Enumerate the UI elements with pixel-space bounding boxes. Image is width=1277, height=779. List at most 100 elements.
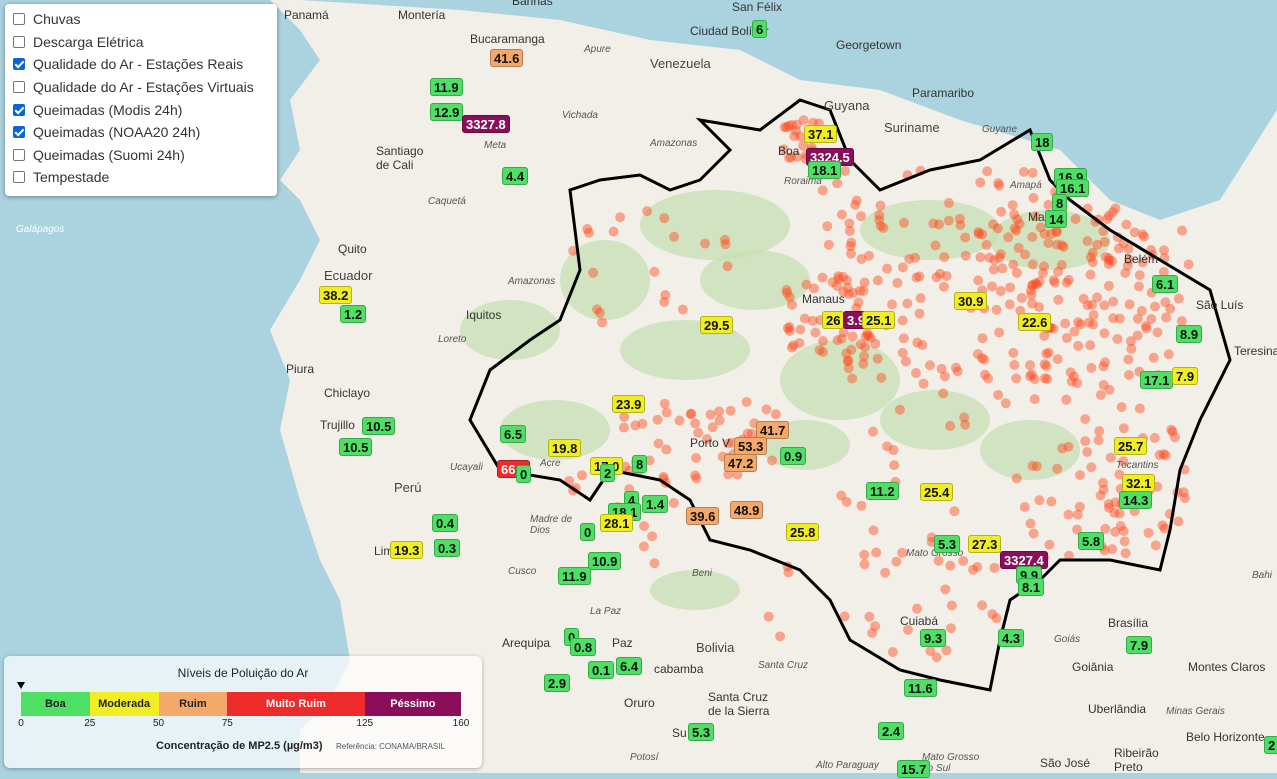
station-marker[interactable]: 0 — [516, 465, 532, 483]
station-marker[interactable]: 6.1 — [1152, 275, 1179, 293]
station-marker[interactable]: 2 — [1264, 736, 1277, 754]
station-marker[interactable]: 12.9 — [430, 103, 464, 121]
station-marker[interactable]: 0.8 — [570, 638, 597, 656]
station-marker[interactable]: 11.9 — [430, 78, 463, 96]
fire-hotspot — [994, 327, 1005, 338]
fire-hotspot — [996, 206, 1007, 217]
layer-checkbox[interactable] — [13, 171, 25, 184]
layer-checkbox[interactable] — [13, 13, 25, 26]
station-marker[interactable]: 28.1 — [600, 514, 634, 532]
station-marker[interactable]: 5.3 — [934, 535, 961, 553]
station-marker[interactable]: 23.9 — [612, 395, 646, 413]
layer-checkbox[interactable] — [13, 148, 25, 161]
station-marker[interactable]: 3327.8 — [462, 115, 510, 133]
layer-toggle[interactable]: Queimadas (NOAA20 24h) — [13, 121, 269, 144]
station-marker[interactable]: 18.1 — [808, 161, 842, 179]
station-marker[interactable]: 17.1 — [1140, 371, 1174, 389]
fire-hotspot — [872, 275, 883, 286]
station-marker[interactable]: 9.3 — [920, 629, 947, 647]
station-marker[interactable]: 11.6 — [904, 679, 937, 697]
station-marker[interactable]: 11.2 — [866, 482, 899, 500]
station-marker[interactable]: 48.9 — [730, 501, 764, 519]
fire-hotspot — [732, 469, 743, 480]
station-marker[interactable]: 10.9 — [588, 552, 622, 570]
station-marker[interactable]: 30.9 — [954, 292, 988, 310]
fire-hotspot — [693, 427, 704, 438]
station-marker[interactable]: 25.4 — [920, 483, 954, 501]
station-marker[interactable]: 4.4 — [502, 167, 529, 185]
station-marker[interactable]: 0.3 — [434, 539, 461, 557]
station-marker[interactable]: 8 — [1052, 194, 1068, 212]
station-marker[interactable]: 6.5 — [500, 425, 527, 443]
station-marker[interactable]: 18 — [1031, 133, 1054, 151]
station-marker[interactable]: 8 — [632, 455, 648, 473]
station-marker[interactable]: 6 — [752, 20, 768, 38]
layer-checkbox[interactable] — [13, 126, 25, 139]
station-marker[interactable]: 32.1 — [1122, 474, 1156, 492]
station-marker[interactable]: 8.9 — [1176, 325, 1203, 343]
layer-toggle[interactable]: Queimadas (Modis 24h) — [13, 98, 269, 121]
fire-hotspot — [583, 227, 594, 238]
station-marker[interactable]: 7.9 — [1126, 636, 1153, 654]
station-marker[interactable]: 37.1 — [804, 125, 838, 143]
station-marker[interactable]: 25.1 — [862, 311, 896, 329]
station-marker[interactable]: 10.5 — [362, 417, 396, 435]
station-marker[interactable]: 10.5 — [339, 438, 373, 456]
station-marker[interactable]: 41.7 — [756, 421, 790, 439]
station-marker[interactable]: 4.3 — [998, 629, 1025, 647]
layer-checkbox[interactable] — [13, 103, 25, 116]
layer-checkbox[interactable] — [13, 35, 25, 48]
station-marker[interactable]: 0.9 — [780, 447, 807, 465]
station-marker[interactable]: 15.7 — [897, 760, 931, 778]
station-marker[interactable]: 2.9 — [544, 674, 571, 692]
station-marker[interactable]: 16.1 — [1056, 179, 1090, 197]
layer-toggle[interactable]: Chuvas — [13, 8, 269, 31]
layer-toggle[interactable]: Descarga Elétrica — [13, 31, 269, 54]
station-marker[interactable]: 0.1 — [588, 661, 615, 679]
station-marker[interactable]: 41.6 — [490, 49, 524, 67]
layer-checkbox[interactable] — [13, 58, 25, 71]
station-marker[interactable]: 19.8 — [548, 439, 582, 457]
fire-hotspot — [851, 303, 862, 314]
station-marker[interactable]: 5.3 — [688, 723, 715, 741]
layer-toggle[interactable]: Queimadas (Suomi 24h) — [13, 144, 269, 167]
station-marker[interactable]: 25.7 — [1114, 437, 1148, 455]
station-marker[interactable]: 8.1 — [1018, 578, 1045, 596]
station-marker[interactable]: 14.3 — [1119, 491, 1153, 509]
station-marker[interactable]: 22.6 — [1018, 313, 1052, 331]
fire-hotspot — [1073, 317, 1084, 328]
station-marker[interactable]: 27.3 — [968, 535, 1002, 553]
station-marker[interactable]: 25.8 — [786, 523, 820, 541]
station-marker[interactable]: 2.4 — [878, 722, 905, 740]
station-marker[interactable]: 47.2 — [724, 454, 758, 472]
station-marker[interactable]: 0 — [580, 523, 596, 541]
station-marker[interactable]: 29.5 — [700, 316, 734, 334]
station-marker[interactable]: 7.9 — [1172, 367, 1199, 385]
forest-patch — [620, 320, 750, 380]
layer-toggle[interactable]: Tempestade — [13, 166, 269, 189]
station-marker[interactable]: 1.4 — [642, 495, 669, 513]
station-marker[interactable]: 39.6 — [686, 507, 720, 525]
station-marker[interactable]: 19.3 — [390, 541, 424, 559]
fire-hotspot — [846, 237, 857, 248]
fire-hotspot — [1056, 259, 1067, 270]
fire-hotspot — [1087, 257, 1098, 268]
station-marker[interactable]: 0.4 — [432, 514, 459, 532]
station-marker[interactable]: 2 — [600, 464, 616, 482]
station-marker[interactable]: 26 — [822, 311, 845, 329]
place-ecuador: Ecuador — [324, 268, 373, 283]
station-marker[interactable]: 6.4 — [616, 657, 643, 675]
station-marker[interactable]: 14 — [1045, 210, 1068, 228]
station-marker[interactable]: 11.9 — [558, 567, 591, 585]
station-marker[interactable]: 53.3 — [734, 437, 768, 455]
fire-hotspot — [1072, 509, 1083, 520]
station-marker[interactable]: 5.8 — [1078, 532, 1105, 550]
fire-hotspot — [1082, 446, 1093, 457]
station-marker[interactable]: 1.2 — [340, 305, 367, 323]
layer-toggle[interactable]: Qualidade do Ar - Estações Virtuais — [13, 76, 269, 99]
station-marker[interactable]: 38.2 — [319, 286, 353, 304]
fire-hotspot — [888, 445, 899, 456]
layer-checkbox[interactable] — [13, 81, 25, 94]
layer-toggle[interactable]: Qualidade do Ar - Estações Reais — [13, 53, 269, 76]
